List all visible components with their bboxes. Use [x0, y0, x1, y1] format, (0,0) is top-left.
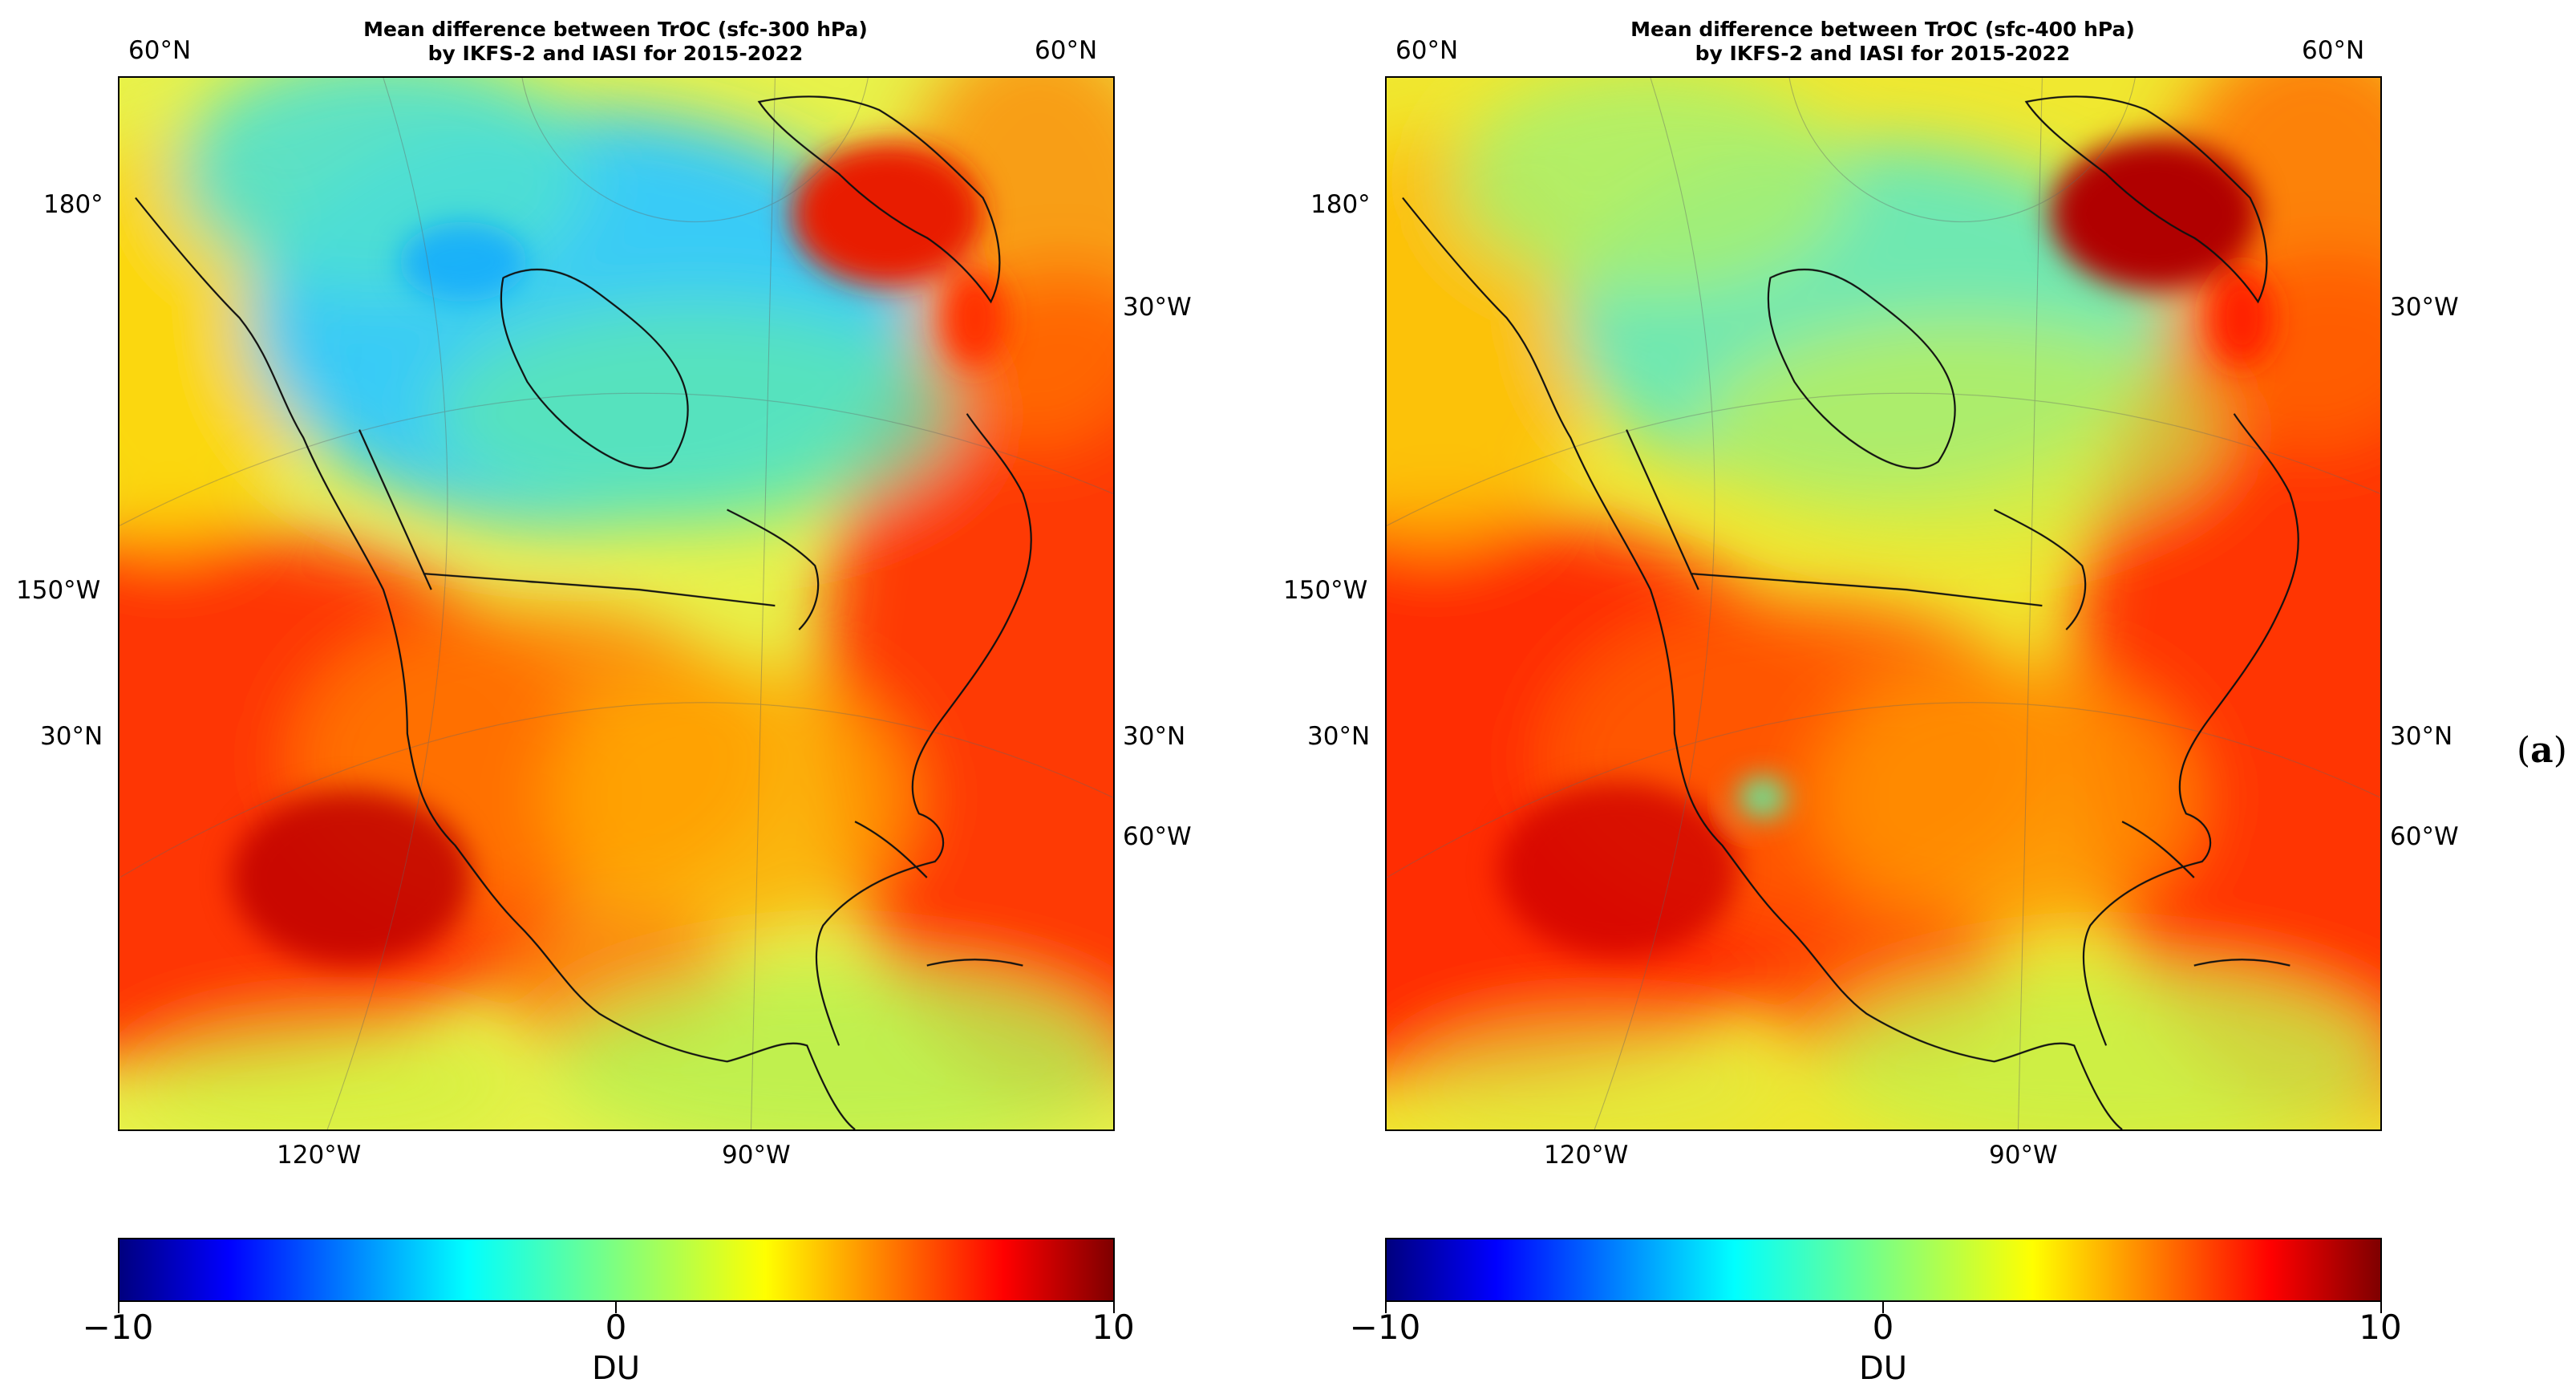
- map-title: Mean difference between TrOC (sfc-300 hP…: [116, 18, 1115, 66]
- lat-label-top-left: 60°N: [128, 36, 192, 65]
- difference-map: [1385, 76, 2382, 1131]
- lat-label-right-mid: 30°N: [1123, 722, 1186, 751]
- map-title-line1: Mean difference between TrOC (sfc-300 hP…: [363, 18, 868, 41]
- lat-label-left-lower: 30°N: [40, 722, 103, 751]
- lat-label-right-mid: 30°N: [2390, 722, 2453, 751]
- colorbar-mid-label: 0: [1872, 1308, 1894, 1347]
- lon-label-left-mid: 150°W: [1283, 576, 1368, 605]
- difference-map: [118, 76, 1115, 1131]
- lon-label-right-lower: 60°W: [2390, 822, 2459, 851]
- lon-label-left-upper: 180°: [43, 190, 103, 219]
- map-panel-right: Mean difference between TrOC (sfc-400 hP…: [1267, 0, 2518, 1395]
- colorbar-unit: DU: [591, 1350, 641, 1387]
- colorbar: [118, 1238, 1115, 1302]
- lat-label-top-right: 60°N: [2302, 36, 2365, 65]
- map-title-line2: by IKFS-2 and IASI for 2015-2022: [427, 42, 804, 65]
- lon-label-left-upper: 180°: [1310, 190, 1371, 219]
- lon-label-bottom-right: 90°W: [722, 1141, 791, 1170]
- colorbar-min-label: −10: [82, 1308, 154, 1347]
- colorbar-mid-label: 0: [605, 1308, 627, 1347]
- lat-label-top-right: 60°N: [1035, 36, 1098, 65]
- colorbar-min-label: −10: [1349, 1308, 1421, 1347]
- map-panel-left: Mean difference between TrOC (sfc-300 hP…: [0, 0, 1251, 1395]
- lon-label-bottom-right: 90°W: [1989, 1141, 2058, 1170]
- lat-label-left-lower: 30°N: [1307, 722, 1371, 751]
- lon-label-right-upper: 30°W: [1123, 293, 1192, 322]
- panel-letter: (a): [2517, 730, 2567, 771]
- map-title-line1: Mean difference between TrOC (sfc-400 hP…: [1630, 18, 2135, 41]
- lon-label-right-lower: 60°W: [1123, 822, 1192, 851]
- colorbar-unit: DU: [1858, 1350, 1908, 1387]
- lat-label-top-left: 60°N: [1395, 36, 1459, 65]
- lon-label-left-mid: 150°W: [16, 576, 101, 605]
- lon-label-bottom-left: 120°W: [277, 1141, 362, 1170]
- colorbar: [1385, 1238, 2382, 1302]
- map-title-line2: by IKFS-2 and IASI for 2015-2022: [1695, 42, 2071, 65]
- lon-label-right-upper: 30°W: [2390, 293, 2459, 322]
- colorbar-max-label: 10: [2359, 1308, 2402, 1347]
- colorbar-max-label: 10: [1092, 1308, 1135, 1347]
- map-title: Mean difference between TrOC (sfc-400 hP…: [1383, 18, 2382, 66]
- lon-label-bottom-left: 120°W: [1544, 1141, 1629, 1170]
